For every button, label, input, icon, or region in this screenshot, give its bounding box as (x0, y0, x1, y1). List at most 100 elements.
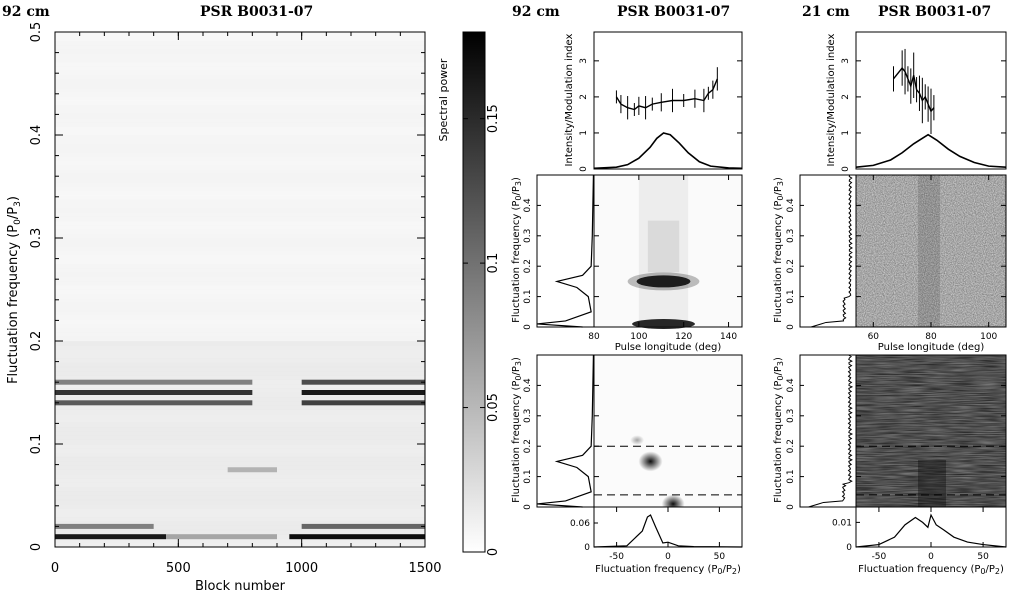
heatmap-row (55, 160, 425, 166)
heatmap-row (55, 92, 425, 97)
y-tick-label: 0 (579, 166, 589, 172)
x-tick-label: 1500 (408, 561, 441, 576)
heatmap-row (55, 57, 425, 63)
heatmap-row (55, 516, 425, 522)
heatmap-row (55, 422, 425, 428)
heatmap-row (55, 538, 425, 544)
mid-lrfs-panel: 80 100 120 140 0 0.1 0.2 0.3 0.4 (523, 174, 743, 342)
colorbar-tick-label: 0.15 (486, 104, 501, 133)
mid-lrfs-features (627, 175, 700, 329)
heatmap-row (55, 358, 425, 363)
intensity-line (593, 132, 743, 170)
heatmap-row (55, 504, 425, 509)
heatmap-row (55, 315, 425, 320)
heatmap-row (55, 298, 425, 303)
heatmap-band (301, 523, 425, 529)
feature-p3-015 (636, 275, 691, 288)
y-tick-label: 0.1 (29, 434, 44, 455)
heatmap-row (55, 246, 425, 252)
heatmap-row (55, 190, 425, 196)
heatmap-row (55, 53, 425, 59)
heatmap-row (55, 62, 425, 67)
x-tick-label: 100 (980, 332, 997, 342)
feature-halo (627, 272, 700, 291)
y-tick-label: 0.4 (786, 378, 796, 393)
heatmap-row (55, 405, 425, 410)
heatmap-row (55, 100, 425, 106)
y-tick-label: 0.3 (786, 229, 796, 243)
heatmap-row (55, 353, 425, 359)
side-spectrum-line (810, 174, 853, 328)
heatmap-band (55, 400, 253, 406)
heatmap-row (55, 182, 425, 187)
heatmap-row (55, 323, 425, 329)
heatmap-row (55, 233, 425, 239)
heatmap-row (55, 169, 425, 174)
heatmap-row (55, 113, 425, 119)
heatmap-row (55, 96, 425, 101)
heatmap-row (55, 512, 425, 518)
heatmap-band (55, 523, 154, 529)
heatmap-row (55, 44, 425, 50)
heatmap-row (55, 250, 425, 256)
heatmap-row (55, 143, 425, 149)
heatmap-row (55, 207, 425, 213)
heatmap-row (55, 542, 425, 548)
colorbar: 0 0.05 0.1 0.15 (462, 31, 501, 556)
y-tick-label: 0 (786, 504, 796, 510)
heatmap-row (55, 491, 425, 496)
y-tick-label: 0 (523, 504, 533, 510)
right-lrfs-xlabel: Pulse longitude (deg) (878, 342, 985, 353)
heatmap-row (55, 349, 425, 355)
heatmap-row (55, 508, 425, 513)
heatmap-row (55, 319, 425, 325)
heatmap-row (55, 259, 425, 265)
mid-profile-lines (593, 67, 743, 170)
heatmap-row (55, 49, 425, 54)
heatmap-row (55, 495, 425, 501)
colorbar-label: Spectral power (437, 58, 450, 141)
side-spectrum-line (808, 354, 854, 508)
x-tick-label: 80 (588, 332, 600, 342)
heatmap-row (55, 212, 425, 217)
right-profile-ylabel: Intensity/Modulation index (826, 33, 837, 166)
heatmap-row (55, 444, 425, 449)
x-tick-label: 0 (665, 552, 671, 562)
heatmap-row (55, 439, 425, 445)
mid-2dfs-xlabel: Fluctuation frequency (P0/P2) (595, 564, 741, 576)
colorbar-tick-label: 0 (486, 548, 501, 556)
colorbar-tick-label: 0.05 (486, 393, 501, 422)
panel-mid-title: PSR B0031-07 (617, 4, 730, 20)
y-tick-label: 0 (584, 543, 590, 553)
y-tick-label: 0.1 (786, 469, 796, 483)
heatmap-row (55, 276, 425, 282)
mid-profile-panel: 0 1 2 3 (579, 31, 743, 172)
y-tick-label: 0.3 (29, 228, 44, 249)
big-heatmap: 0 500 1000 1500 0 0.1 0.2 0.3 0.4 0.5 (29, 22, 442, 576)
y-tick-label: 0.4 (29, 125, 44, 146)
heatmap-row (55, 332, 425, 338)
heatmap-row (55, 220, 425, 226)
x-tick-label: 0 (928, 552, 934, 562)
x-tick-label: 140 (720, 332, 737, 342)
y-tick-label: 0.3 (523, 229, 533, 243)
heatmap-row (55, 255, 425, 260)
heatmap-row (55, 70, 425, 76)
x-tick-label: 500 (166, 561, 191, 576)
heatmap-row (55, 345, 425, 350)
x-tick-label: 0 (51, 561, 59, 576)
heatmap-row (55, 435, 425, 441)
heatmap-row (55, 173, 425, 179)
heatmap-row (55, 328, 425, 333)
heatmap-row (55, 165, 425, 170)
heatmap-row (55, 40, 425, 46)
heatmap-row (55, 409, 425, 415)
heatmap-row (55, 147, 425, 153)
y-tick-label: 0.4 (523, 198, 533, 213)
right-lrfs-ylabel: Fluctuation frequency (P0/P3) (773, 177, 785, 323)
heatmap-row (55, 341, 425, 346)
panel-big-band: 92 cm (2, 4, 50, 20)
mid-lrfs-xlabel: Pulse longitude (deg) (615, 342, 722, 353)
mid-profile-ylabel: Intensity/Modulation index (564, 33, 575, 166)
heatmap-row (55, 310, 425, 316)
